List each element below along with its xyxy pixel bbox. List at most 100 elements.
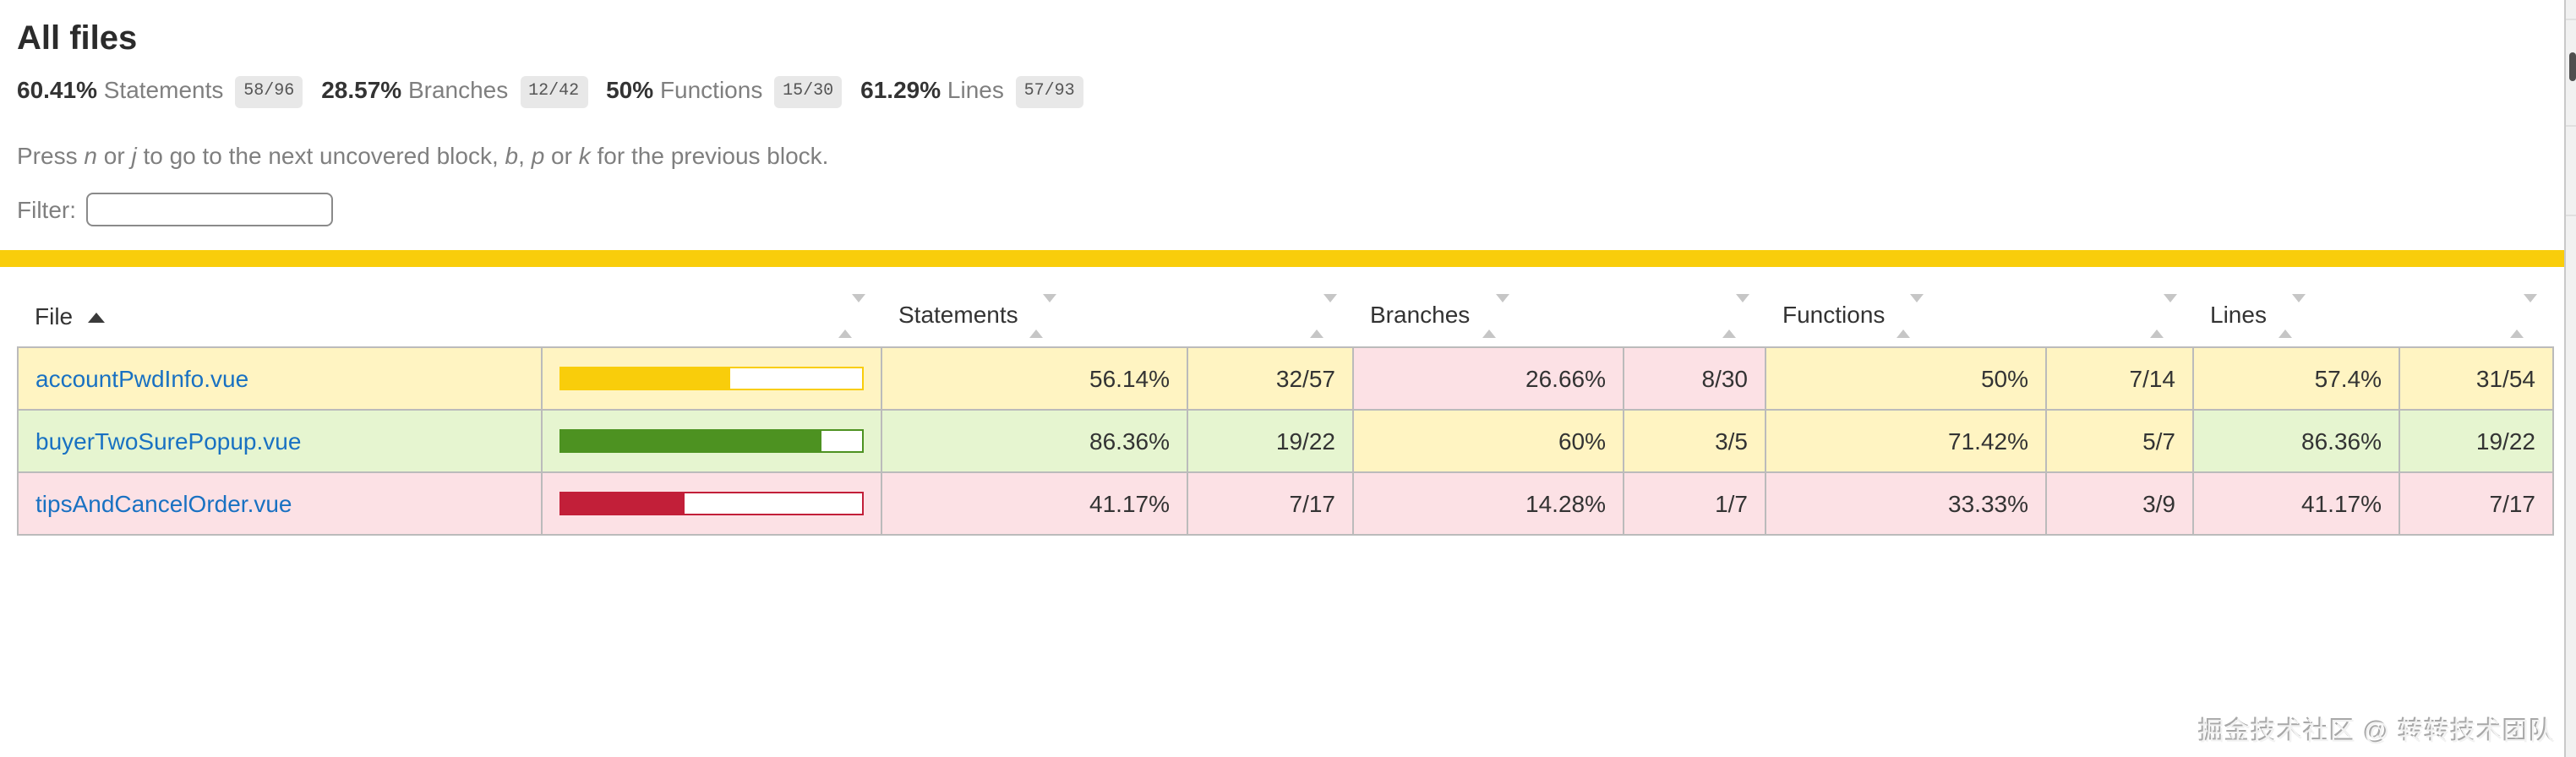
lines-raw-cell: 31/54 <box>2399 347 2553 411</box>
lines-raw-cell: 7/17 <box>2399 472 2553 536</box>
column-header-lines-raw[interactable] <box>2399 284 2553 348</box>
metric-label: Lines <box>947 76 1004 103</box>
coverage-bar-fill <box>561 493 685 515</box>
coverage-summary-bar: 60.41% Statements 58/96 28.57% Branches … <box>17 59 2559 120</box>
sort-icon <box>2278 294 2306 339</box>
functions-raw-cell: 7/14 <box>2046 347 2194 411</box>
metric-pct: 50% <box>606 76 654 103</box>
scrollbar-track-line <box>2566 215 2576 216</box>
file-link[interactable]: buyerTwoSurePopup.vue <box>35 428 302 455</box>
chart-cell <box>542 472 882 536</box>
coverage-bar-empty <box>685 493 862 515</box>
column-header-chart[interactable] <box>542 284 881 348</box>
lines-pct-cell: 41.17% <box>2193 472 2400 536</box>
metric-branches: 28.57% Branches 12/42 <box>321 59 588 120</box>
statements-pct-cell: 41.17% <box>881 472 1188 536</box>
branches-raw-cell: 8/30 <box>1624 347 1766 411</box>
key-p: p <box>531 142 545 169</box>
table-row: accountPwdInfo.vue 56.14% 32/57 26.66% 8… <box>18 347 2553 411</box>
sort-icon <box>1309 294 1336 339</box>
file-cell: accountPwdInfo.vue <box>18 347 543 411</box>
column-header-functions[interactable]: Functions <box>1766 284 2046 348</box>
coverage-bar-fill <box>561 431 821 452</box>
metric-fraction: 58/96 <box>235 75 303 108</box>
key-j: j <box>131 142 137 169</box>
statements-raw-cell: 32/57 <box>1187 347 1354 411</box>
filter-input[interactable] <box>86 193 333 226</box>
metric-pct: 60.41% <box>17 76 97 103</box>
functions-raw-cell: 5/7 <box>2046 410 2194 473</box>
scrollbar-track-line <box>2566 19 2576 20</box>
table-header-row: File Statements Branches Functions Lines <box>18 284 2553 348</box>
sort-icon <box>838 294 865 339</box>
branches-raw-cell: 3/5 <box>1624 410 1766 473</box>
column-header-branches[interactable]: Branches <box>1353 284 1624 348</box>
coverage-bar-fill <box>561 368 730 389</box>
scrollbar-thumb[interactable] <box>2568 52 2576 81</box>
filter-row: Filter: <box>17 193 2559 226</box>
metric-fraction: 57/93 <box>1015 75 1083 108</box>
metric-label: Functions <box>659 76 763 103</box>
functions-pct-cell: 33.33% <box>1766 472 2047 536</box>
sort-icon <box>1029 294 1057 339</box>
coverage-bar <box>559 429 864 454</box>
report-header: All files 60.41% Statements 58/96 28.57%… <box>0 0 2576 250</box>
coverage-table: File Statements Branches Functions Lines… <box>17 284 2554 536</box>
sort-icon <box>1482 294 1509 339</box>
file-link[interactable]: tipsAndCancelOrder.vue <box>35 490 292 518</box>
sort-ascending-icon <box>88 312 106 323</box>
key-b: b <box>505 142 519 169</box>
key-k: k <box>578 142 591 169</box>
functions-raw-cell: 3/9 <box>2046 472 2194 536</box>
coverage-bar-empty <box>729 368 862 389</box>
file-cell: tipsAndCancelOrder.vue <box>18 472 543 536</box>
branches-raw-cell: 1/7 <box>1624 472 1766 536</box>
coverage-bar <box>559 492 864 516</box>
metric-pct: 61.29% <box>860 76 941 103</box>
file-cell: buyerTwoSurePopup.vue <box>18 410 543 473</box>
sort-icon <box>2509 294 2536 339</box>
column-header-branches-raw[interactable] <box>1624 284 1766 348</box>
chart-cell <box>542 347 882 411</box>
functions-pct-cell: 50% <box>1766 347 2047 411</box>
metric-pct: 28.57% <box>321 76 402 103</box>
lines-raw-cell: 19/22 <box>2399 410 2553 473</box>
scrollbar-track-line <box>2566 125 2576 127</box>
key-n: n <box>84 142 97 169</box>
statements-pct-cell: 86.36% <box>881 410 1188 473</box>
statements-raw-cell: 19/22 <box>1187 410 1354 473</box>
statements-raw-cell: 7/17 <box>1187 472 1354 536</box>
branches-pct-cell: 14.28% <box>1353 472 1624 536</box>
sort-icon <box>1722 294 1749 339</box>
table-section: File Statements Branches Functions Lines… <box>0 267 2576 553</box>
watermark-text: 掘金技术社区 @ 转转技术团队 <box>2198 718 2556 747</box>
table-row: buyerTwoSurePopup.vue 86.36% 19/22 60% 3… <box>18 410 2553 473</box>
keyboard-hint: Press n or j to go to the next uncovered… <box>17 142 829 169</box>
page-title: All files <box>17 20 138 57</box>
statements-pct-cell: 56.14% <box>881 347 1188 411</box>
table-row: tipsAndCancelOrder.vue 41.17% 7/17 14.28… <box>18 472 2553 536</box>
metric-lines: 61.29% Lines 57/93 <box>860 59 1083 120</box>
filter-label: Filter: <box>17 196 76 223</box>
metric-fraction: 12/42 <box>520 75 588 108</box>
vertical-scrollbar[interactable] <box>2564 0 2576 757</box>
sort-icon <box>2149 294 2176 339</box>
metric-label: Branches <box>407 76 509 103</box>
metric-fraction: 15/30 <box>774 75 843 108</box>
metric-statements: 60.41% Statements 58/96 <box>17 59 303 120</box>
column-header-statements-raw[interactable] <box>1187 284 1353 348</box>
lines-pct-cell: 86.36% <box>2193 410 2400 473</box>
sort-icon <box>1897 294 1924 339</box>
status-line <box>0 250 2564 267</box>
column-header-functions-raw[interactable] <box>2046 284 2193 348</box>
column-header-file[interactable]: File <box>18 284 542 348</box>
metric-functions: 50% Functions 15/30 <box>606 59 843 120</box>
column-header-lines[interactable]: Lines <box>2193 284 2399 348</box>
chart-cell <box>542 410 882 473</box>
coverage-bar-empty <box>821 431 862 452</box>
file-link[interactable]: accountPwdInfo.vue <box>35 365 249 393</box>
column-header-statements[interactable]: Statements <box>881 284 1187 348</box>
branches-pct-cell: 26.66% <box>1353 347 1624 411</box>
lines-pct-cell: 57.4% <box>2193 347 2400 411</box>
